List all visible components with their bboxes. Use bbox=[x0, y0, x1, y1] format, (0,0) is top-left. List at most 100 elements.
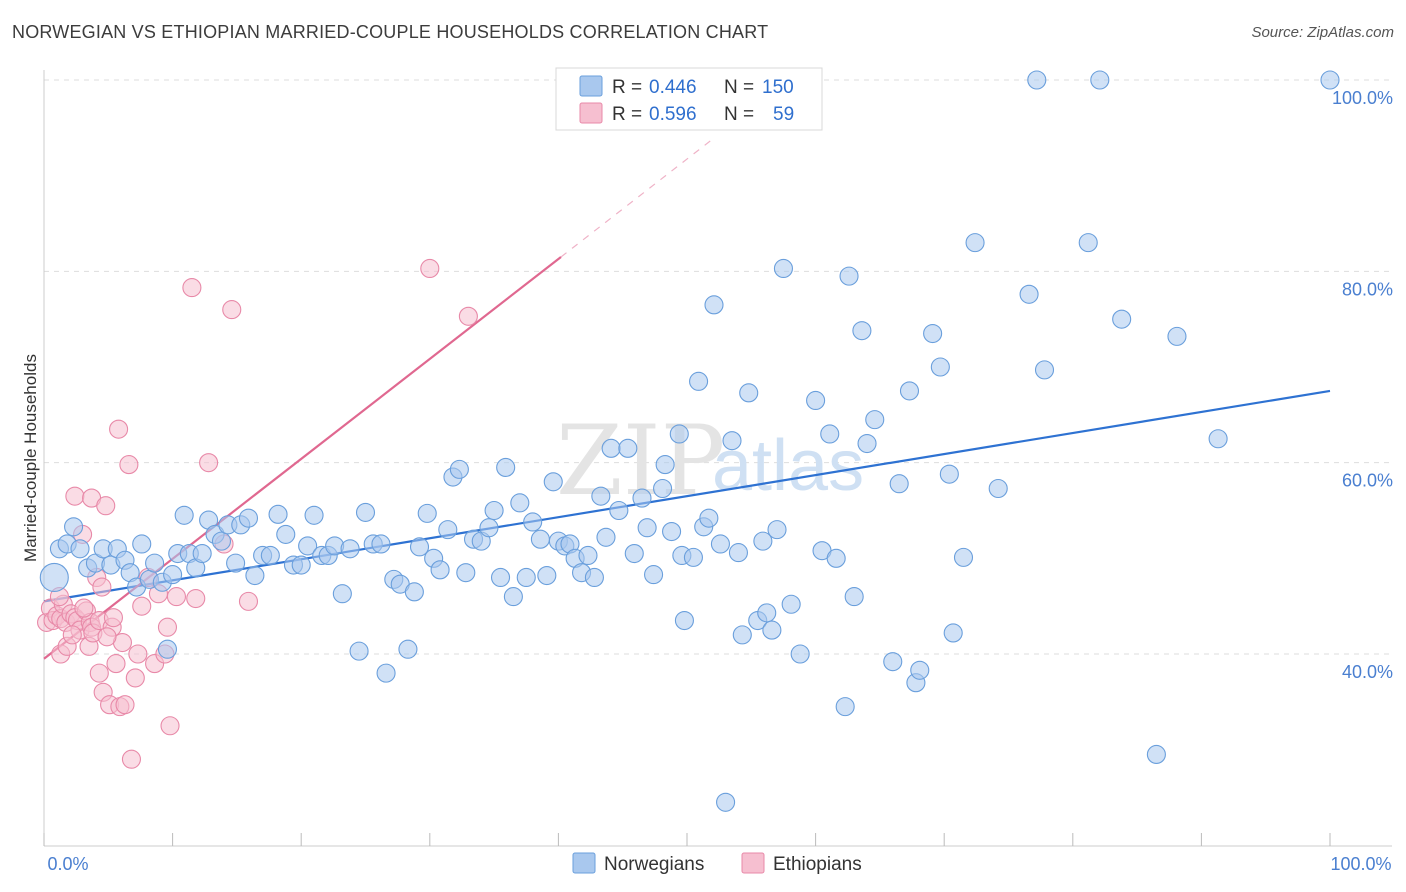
norwegians-point bbox=[226, 553, 246, 573]
norwegians-point bbox=[943, 623, 963, 643]
legend-box: R = 0.446 N = 150 R = 0.596 N = 59 bbox=[555, 67, 823, 131]
norwegians-point bbox=[332, 584, 352, 604]
source-label: Source: ZipAtlas.com bbox=[1251, 24, 1394, 41]
norwegians-point bbox=[211, 531, 232, 551]
ethiopians-trend-extension bbox=[560, 138, 714, 258]
norwegians-point bbox=[699, 508, 719, 528]
legend-r-value-ethiopians: 0.596 bbox=[649, 104, 697, 125]
ethiopians-trend-line bbox=[43, 256, 562, 660]
bottom-legend-swatch-norwegians bbox=[572, 852, 596, 874]
ethiopians-point bbox=[92, 577, 112, 597]
norwegians-point bbox=[835, 697, 855, 717]
norwegians-point bbox=[939, 464, 959, 484]
ethiopians-point bbox=[89, 663, 109, 683]
norwegians-point bbox=[1027, 70, 1047, 90]
norwegians-point bbox=[245, 566, 265, 586]
norwegians-point bbox=[596, 527, 616, 547]
ethiopians-point bbox=[157, 617, 178, 637]
norwegians-point bbox=[689, 371, 709, 391]
legend-n-label-ethiopians: N = bbox=[724, 104, 754, 125]
ethiopians-point bbox=[65, 486, 85, 506]
norwegians-point bbox=[762, 620, 782, 640]
ethiopians-point bbox=[121, 749, 141, 769]
norwegians-point bbox=[732, 625, 752, 645]
norwegians-point bbox=[753, 531, 773, 551]
axes bbox=[43, 70, 1392, 847]
legend-r-label-ethiopians: R = bbox=[612, 104, 642, 125]
norwegians-point bbox=[1167, 326, 1187, 346]
norwegians-point bbox=[857, 433, 877, 454]
ethiopians-point bbox=[222, 300, 242, 320]
grid-lines bbox=[44, 79, 1392, 655]
norwegians-point bbox=[826, 548, 846, 568]
norwegians-point bbox=[844, 587, 864, 607]
norwegians-point bbox=[490, 567, 511, 588]
ethiopians-point bbox=[160, 716, 180, 736]
norwegians-point bbox=[852, 321, 872, 341]
norwegians-point bbox=[543, 472, 563, 492]
norwegians-point bbox=[449, 459, 469, 479]
norwegians-point bbox=[839, 266, 859, 286]
ethiopians-point bbox=[199, 453, 219, 473]
ethiopians-point bbox=[238, 591, 259, 611]
ethiopians-point bbox=[166, 587, 187, 607]
bottom-legend-swatch-ethiopians bbox=[741, 852, 765, 874]
norwegians-point bbox=[1146, 744, 1166, 765]
ethiopians-point bbox=[96, 496, 116, 516]
norwegians-point bbox=[704, 295, 724, 315]
ethiopians-point bbox=[420, 258, 440, 279]
norwegians-point bbox=[644, 565, 664, 585]
norwegians-point bbox=[376, 663, 396, 683]
ethiopians-point bbox=[182, 278, 202, 298]
norwegians-point bbox=[537, 566, 557, 586]
norwegians-point bbox=[260, 545, 280, 566]
norwegians-point bbox=[820, 424, 840, 444]
norwegians-point bbox=[355, 502, 376, 522]
ethiopians-point bbox=[125, 668, 145, 688]
legend-r-label-norwegians: R = bbox=[612, 77, 642, 98]
norwegians-point bbox=[438, 520, 458, 540]
norwegians-point bbox=[899, 381, 920, 401]
norwegians-point bbox=[325, 536, 345, 556]
norwegians-point bbox=[1112, 309, 1132, 329]
norwegians-point bbox=[174, 505, 194, 525]
norwegians-point bbox=[1019, 284, 1039, 304]
ethiopians-point bbox=[115, 695, 135, 715]
y-tick-label: 40.0% bbox=[1342, 662, 1393, 682]
bottom-legend-label-ethiopians: Ethiopians bbox=[773, 854, 862, 875]
ethiopians-point bbox=[109, 419, 129, 439]
norwegians-point bbox=[790, 644, 810, 664]
norwegians-point bbox=[39, 562, 69, 593]
ethiopians-point bbox=[132, 596, 152, 616]
norwegians-point bbox=[371, 534, 391, 554]
norwegians-point bbox=[132, 534, 152, 554]
norwegians-point bbox=[716, 792, 736, 812]
norwegians-points bbox=[39, 70, 1340, 812]
norwegians-point bbox=[624, 543, 644, 564]
norwegians-point bbox=[291, 555, 311, 575]
norwegians-point bbox=[349, 641, 369, 661]
norwegians-point bbox=[728, 543, 748, 563]
norwegians-point bbox=[530, 529, 550, 549]
norwegians-point bbox=[70, 539, 90, 559]
ethiopians-point bbox=[458, 306, 478, 326]
norwegians-point bbox=[398, 639, 418, 659]
norwegians-point bbox=[653, 478, 673, 499]
norwegians-point bbox=[510, 493, 530, 513]
norwegians-point bbox=[965, 233, 985, 253]
y-tick-labels: 40.0% 60.0% 80.0% 100.0% bbox=[1332, 88, 1393, 682]
norwegians-point bbox=[609, 500, 629, 521]
y-tick-label: 60.0% bbox=[1342, 471, 1393, 491]
trend-lines bbox=[43, 138, 1331, 660]
x-tick-label-max: 100.0% bbox=[1330, 854, 1391, 874]
ethiopians-point bbox=[186, 588, 206, 609]
norwegians-point bbox=[268, 504, 288, 524]
norwegians-point bbox=[781, 594, 801, 614]
norwegians-point bbox=[157, 639, 178, 659]
norwegians-point bbox=[503, 587, 523, 607]
norwegians-point bbox=[1078, 233, 1098, 253]
norwegians-point bbox=[523, 512, 543, 532]
legend-swatch-ethiopians bbox=[579, 102, 603, 124]
norwegians-point bbox=[238, 508, 259, 528]
